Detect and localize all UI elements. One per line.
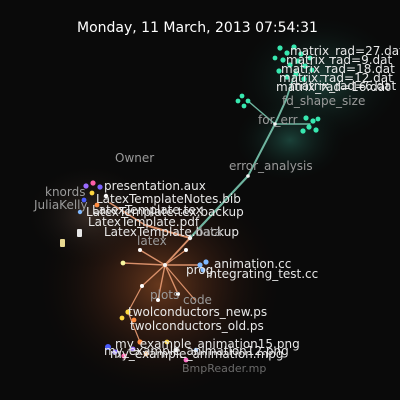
edge-root-hub [164, 237, 191, 266]
edge-anim [127, 311, 141, 343]
edge-for-err-cluster-a [247, 100, 276, 125]
label-amp-2: my_example_animation12.png [104, 344, 289, 358]
node-files-left [77, 180, 109, 215]
label-matrix-6: matrix_rad=6.dat [290, 79, 396, 93]
label-matrix-1: matrix_rad=27.dat [290, 44, 400, 58]
edge-error-analysis-for-err [247, 123, 276, 177]
label-data: data [195, 225, 222, 239]
warm-glow-left [20, 160, 160, 270]
node-root [187, 235, 193, 241]
edges [109, 69, 311, 343]
edge-hub-5 [164, 264, 179, 295]
label-amp-mpg: my_example_animation.mpg [110, 347, 284, 361]
label-matrix-5: matrix_rad=16.dat [276, 80, 390, 94]
edge-hub-2 [139, 249, 166, 266]
label-plots: plots [150, 288, 179, 302]
label-knords: knords [45, 185, 86, 199]
label-matrix-2: matrix_rad=9.dat [286, 53, 392, 67]
edge-root-latex [144, 224, 191, 239]
label-presentation-aux: presentation.aux [104, 179, 206, 193]
edge-for-err-shape [274, 99, 287, 125]
label-template-backup: LatexTemplate.tex.backup [86, 205, 244, 219]
node-for-err [273, 122, 277, 126]
label-tw-conductors-old: twolconductors_old.ps [130, 319, 264, 333]
node-cluster-left [235, 93, 251, 109]
label-amp-5-png: my_example_animation15.png [115, 337, 300, 351]
label-program: prog [186, 263, 213, 277]
label-code: code [183, 293, 212, 307]
edge-hub-4 [141, 264, 166, 287]
label-matrix-3: matrix_rad=18.dat [281, 62, 395, 76]
node-files-warm [105, 248, 209, 363]
edge-hub-6 [157, 264, 166, 301]
node-hub [163, 263, 167, 267]
label-matrix-4: matrix_rad=12.dat [279, 71, 393, 85]
label-fd-shape-size: fd_shape_size [282, 94, 365, 108]
label-template-backup-2: LatexTemplate.backup [104, 225, 239, 239]
label-integrating-test: integrating_test.cc [206, 267, 318, 281]
label-for-err: for_err [258, 113, 298, 127]
label-template-tex: LatexTemplate.tex [92, 203, 203, 217]
edge-hub-1 [122, 262, 166, 266]
edge-plots [127, 285, 143, 313]
edge-latex-left [109, 202, 146, 226]
label-bmp-reader: BmpReader.mp [182, 362, 266, 375]
label-animation-cc: animation.cc [214, 257, 291, 271]
teal-glow-mid [230, 95, 350, 185]
label-tw-conductors-new: twolconductors_new.ps [128, 305, 267, 319]
user-avatars [60, 229, 82, 247]
edge-hub-7 [164, 249, 187, 266]
node-cluster-matrix [272, 44, 315, 82]
node-error-analysis [246, 174, 250, 178]
node-cluster-right [300, 115, 321, 134]
label-latex: latex [137, 234, 167, 248]
label-error-analysis: error_analysis [229, 159, 313, 173]
label-template-pdf: LatexTemplate.pdf [88, 215, 200, 229]
edge-root-error-analysis [188, 174, 250, 240]
datetime-header: Monday, 11 March, 2013 07:54:31 [77, 20, 318, 36]
label-latex-notes-bib: LatexTemplateNotes.bib [96, 192, 241, 206]
label-owner: Owner [115, 151, 154, 165]
label-julia-kelly: JuliaKelly [33, 198, 88, 212]
edge-hub-code [164, 264, 196, 301]
